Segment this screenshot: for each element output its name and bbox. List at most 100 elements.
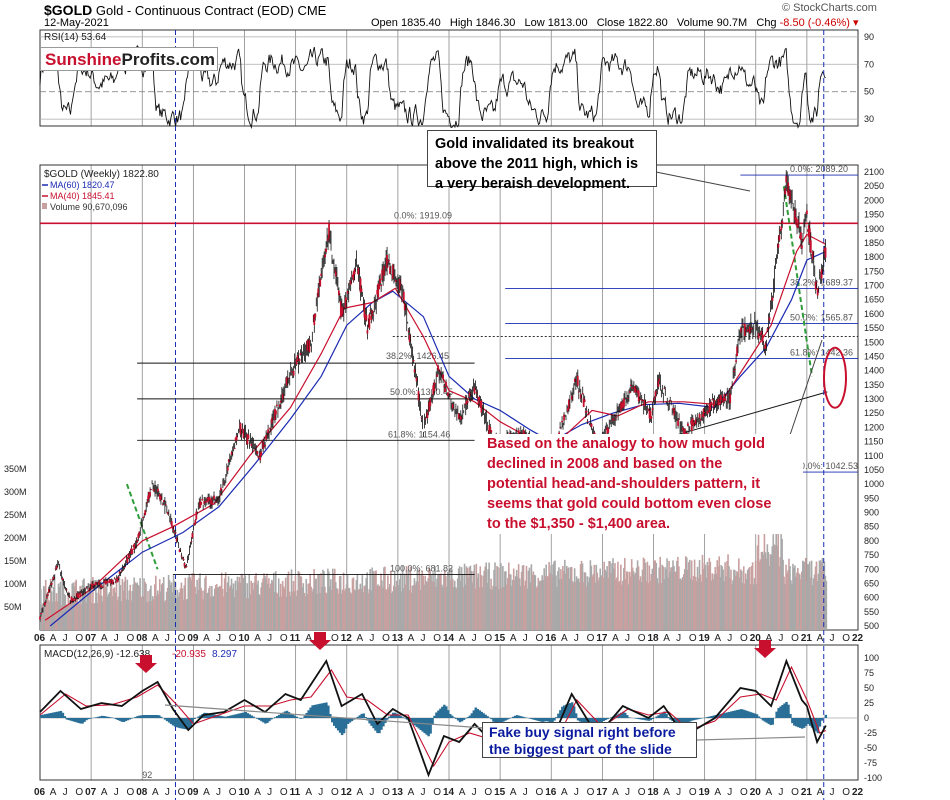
macd-histogram-bar [126,718,130,721]
macd-histogram-bar [40,715,43,718]
volume-bar [545,564,547,630]
volume-bar [264,575,266,630]
volume-bar [551,574,553,630]
ma40-line [44,233,827,621]
macd-histogram-bar [765,718,769,723]
macd-histogram-bar [218,715,222,718]
price-tick-label: 1400 [864,366,884,376]
price-bar-body [368,314,371,329]
macd-histogram-bar [189,718,192,728]
macd-histogram-bar [130,718,133,719]
price-bar-body [800,232,802,240]
volume-bar [292,581,295,630]
price-bar-body [317,288,320,297]
volume-bar [197,590,199,630]
macd-histogram-bar [97,716,100,718]
price-bar-body [357,268,360,275]
price-bar-body [115,578,118,581]
macd-histogram-bar [159,716,163,718]
price-bar-body [126,558,129,563]
volume-bar [449,567,451,630]
volume-bar [372,570,374,630]
volume-bar [162,577,165,630]
volume-bar [609,561,611,630]
volume-bar [390,571,392,630]
volume-legend: Volume 90,670,096 [50,202,128,212]
volume-bar [669,571,671,630]
macd-histogram-bar [712,715,715,718]
x-tick-label: A [817,787,824,798]
volume-bar [60,605,63,630]
volume-bar [122,590,125,630]
x-tick-label: 06 [34,633,46,644]
volume-bar [763,526,766,630]
x-tick-label: O [331,787,339,798]
volume-bar [553,561,555,630]
volume-bar [714,567,717,630]
volume-bar [468,566,471,630]
price-bar-body [387,261,389,263]
price-bar-body [195,511,198,520]
volume-bar [218,585,221,630]
macd-histogram-bar [437,710,440,718]
volume-bar [326,593,328,630]
price-bar-body [735,360,737,363]
price-bar-body [820,269,823,279]
fib-left-label: 61.8%: 1154.46 [388,429,450,439]
x-tick-label: O [842,787,850,798]
price-bar-body [811,251,814,260]
rsi-legend: RSI(14) 53.64 [44,32,107,43]
volume-bar [47,600,50,630]
price-bar-body [366,330,369,334]
volume-bar [449,580,452,630]
volume-bar [167,574,170,630]
volume-bar [595,564,598,630]
open-label: Open [371,17,398,29]
high-label: High [449,17,473,29]
volume-bar [114,592,117,630]
macd-tick-label: -75 [864,758,877,768]
callout-analogy-line: declined in 2008 and based on the [487,456,723,472]
volume-bar [319,593,321,630]
price-bar-body [771,297,774,301]
volume-bar [175,598,178,630]
price-bar-body [208,496,211,502]
volume-bar [760,551,763,630]
volume-bar [586,576,589,630]
volume-bar [241,574,244,630]
volume-bar [45,599,48,630]
price-tick-label: 850 [864,522,879,532]
price-bar-body [166,512,169,515]
volume-bar [593,564,596,630]
price-bar-body [665,401,668,403]
price-bar-body [712,403,715,408]
price-bar-body [265,434,268,440]
macd-histogram-bar [781,705,784,718]
macd-histogram-bar [812,718,816,730]
macd-histogram-bar [216,715,220,718]
macd-histogram-bar [800,718,804,729]
volume-bar [435,586,437,630]
volume-bar [565,566,568,630]
price-bar-body [768,317,771,321]
volume-bar [217,587,220,630]
volume-bar [150,585,152,630]
ma40-legend: MA(40) 1845.41 [50,191,115,201]
volume-bar [647,583,650,630]
price-bar-body [306,340,309,351]
price-bar-body [724,398,727,402]
volume-bar [174,581,177,630]
volume-bar [693,559,696,630]
volume-bar [427,578,429,630]
price-bar-body [629,391,631,393]
price-bar-body [523,432,526,434]
volume-bar [436,578,438,630]
price-bar-body [144,510,147,516]
price-bar-body [128,554,131,559]
price-bar-body [372,315,375,317]
macd-histogram-bar [175,718,179,728]
price-bar-body [701,414,704,417]
volume-bar [41,603,44,630]
price-bar-body [452,403,454,409]
